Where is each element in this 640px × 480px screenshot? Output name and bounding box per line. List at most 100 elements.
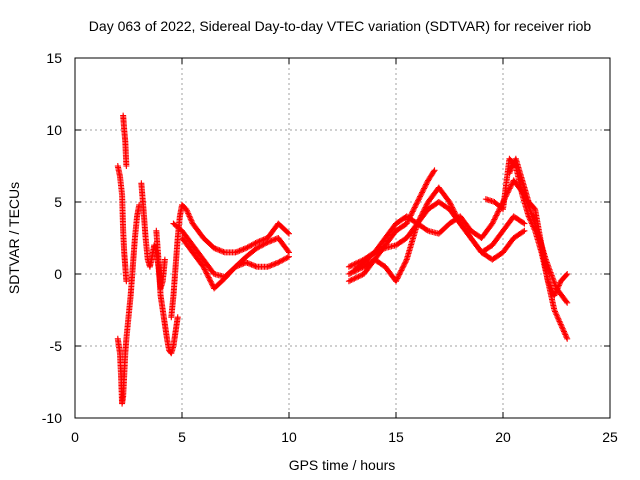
data-points bbox=[114, 112, 571, 407]
data-point bbox=[419, 209, 426, 216]
data-point bbox=[446, 199, 453, 205]
data-point bbox=[243, 245, 250, 252]
data-point bbox=[419, 188, 426, 195]
data-point bbox=[358, 272, 365, 279]
data-point bbox=[415, 196, 422, 203]
data-point bbox=[396, 271, 403, 278]
x-tick-label: 5 bbox=[178, 429, 186, 445]
data-point bbox=[555, 317, 562, 324]
data-point bbox=[520, 228, 527, 235]
data-point bbox=[203, 269, 210, 276]
data-point bbox=[351, 275, 358, 282]
data-point bbox=[531, 205, 538, 212]
data-point bbox=[355, 259, 362, 266]
data-point bbox=[393, 278, 399, 285]
data-point bbox=[559, 324, 566, 331]
data-point bbox=[508, 164, 515, 171]
data-point bbox=[183, 206, 190, 213]
data-point bbox=[286, 230, 292, 237]
data-point bbox=[286, 253, 292, 260]
series-14 bbox=[506, 155, 571, 342]
data-point bbox=[350, 261, 357, 268]
data-point bbox=[564, 271, 571, 277]
data-point bbox=[255, 244, 262, 251]
data-point bbox=[555, 283, 562, 290]
y-tick-label: 10 bbox=[46, 122, 62, 138]
data-point bbox=[564, 335, 571, 342]
data-point bbox=[403, 220, 410, 227]
data-point bbox=[413, 201, 420, 208]
data-point bbox=[412, 203, 419, 210]
data-point bbox=[451, 208, 458, 215]
x-tick-label: 20 bbox=[495, 429, 511, 445]
data-point bbox=[247, 242, 254, 249]
data-point bbox=[418, 212, 425, 219]
data-point bbox=[423, 180, 430, 187]
x-tick-label: 10 bbox=[281, 429, 297, 445]
data-point bbox=[421, 205, 428, 212]
data-point bbox=[201, 266, 208, 273]
data-point bbox=[417, 213, 424, 220]
data-point bbox=[552, 289, 559, 296]
data-point bbox=[520, 219, 527, 226]
data-point bbox=[260, 241, 267, 248]
series-5 bbox=[153, 227, 181, 357]
data-point bbox=[245, 243, 252, 250]
data-point bbox=[449, 204, 456, 211]
data-point bbox=[430, 168, 437, 175]
data-point bbox=[174, 314, 181, 321]
grid bbox=[75, 58, 610, 418]
data-point bbox=[508, 182, 515, 189]
data-point bbox=[421, 184, 428, 191]
x-tick-label: 15 bbox=[388, 429, 404, 445]
data-point bbox=[419, 211, 426, 218]
x-tick-label: 25 bbox=[602, 429, 618, 445]
data-point bbox=[352, 274, 359, 281]
series-6 bbox=[168, 201, 292, 321]
data-point bbox=[249, 241, 256, 248]
data-point bbox=[409, 208, 416, 215]
data-point bbox=[394, 275, 401, 282]
data-point bbox=[397, 270, 404, 277]
data-point bbox=[492, 213, 499, 220]
data-point bbox=[554, 285, 561, 292]
data-point bbox=[560, 328, 567, 335]
data-point bbox=[187, 216, 194, 223]
data-point bbox=[559, 325, 566, 332]
data-point bbox=[564, 299, 571, 306]
data-point bbox=[123, 278, 130, 285]
data-point bbox=[401, 260, 408, 267]
data-point bbox=[251, 240, 258, 247]
data-point bbox=[508, 165, 515, 172]
data-point bbox=[563, 272, 570, 279]
y-axis-label: SDTVAR / TECUs bbox=[6, 182, 22, 294]
data-point bbox=[552, 308, 559, 315]
data-point bbox=[253, 245, 260, 252]
data-point bbox=[556, 318, 563, 325]
data-point bbox=[395, 272, 402, 279]
data-point bbox=[494, 209, 501, 216]
data-point bbox=[395, 274, 402, 281]
data-point bbox=[284, 254, 291, 261]
data-point bbox=[422, 204, 429, 211]
data-point bbox=[275, 259, 282, 266]
data-point bbox=[527, 217, 534, 224]
data-point bbox=[345, 263, 352, 270]
data-point bbox=[414, 199, 421, 205]
data-point bbox=[263, 240, 270, 247]
data-point bbox=[347, 277, 354, 284]
data-point bbox=[561, 330, 568, 337]
data-point bbox=[489, 220, 496, 227]
data-point bbox=[529, 222, 536, 229]
data-point bbox=[491, 215, 498, 222]
series-1 bbox=[114, 163, 130, 285]
x-axis-label: GPS time / hours bbox=[289, 457, 396, 473]
data-point bbox=[563, 298, 570, 305]
data-point bbox=[404, 219, 411, 226]
data-point bbox=[399, 266, 406, 273]
data-point bbox=[560, 327, 567, 334]
data-point bbox=[281, 255, 288, 262]
data-point bbox=[203, 270, 210, 277]
data-point bbox=[525, 213, 532, 220]
data-point bbox=[422, 182, 429, 189]
